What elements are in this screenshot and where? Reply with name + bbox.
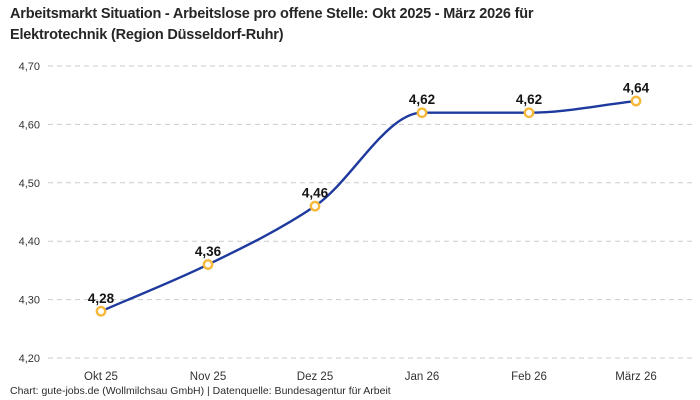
data-point-marker [95,305,107,317]
data-point-label: 4,64 [623,81,650,96]
data-point-marker [416,107,428,119]
chart-title: Arbeitsmarkt Situation - Arbeitslose pro… [10,6,534,43]
data-point-marker [309,200,321,212]
data-point-marker [523,107,535,119]
x-tick-label: Feb 26 [511,371,547,383]
y-tick-label: 4,50 [19,178,40,190]
x-tick-label: Nov 25 [190,371,226,383]
data-point-label: 4,46 [302,186,329,201]
data-point-marker [630,95,642,107]
x-tick-label: Okt 25 [84,371,118,383]
y-tick-label: 4,40 [19,236,40,248]
data-point-label: 4,28 [88,291,115,306]
x-tick-label: Jan 26 [405,371,440,383]
data-point-marker [202,259,214,270]
chart-source-caption: Chart: gute-jobs.de (Wollmilchsau GmbH) … [10,385,391,397]
data-point-label: 4,62 [409,92,435,107]
y-tick-label: 4,70 [19,61,40,73]
data-line [99,99,638,313]
y-tick-label: 4,60 [19,119,40,131]
data-point-label: 4,62 [516,92,542,107]
y-tick-label: 4,30 [19,295,40,307]
y-tick-label: 4,20 [19,353,40,365]
data-point-label: 4,36 [195,244,222,259]
x-tick-label: März 26 [615,371,657,383]
x-tick-label: Dez 25 [297,371,333,383]
